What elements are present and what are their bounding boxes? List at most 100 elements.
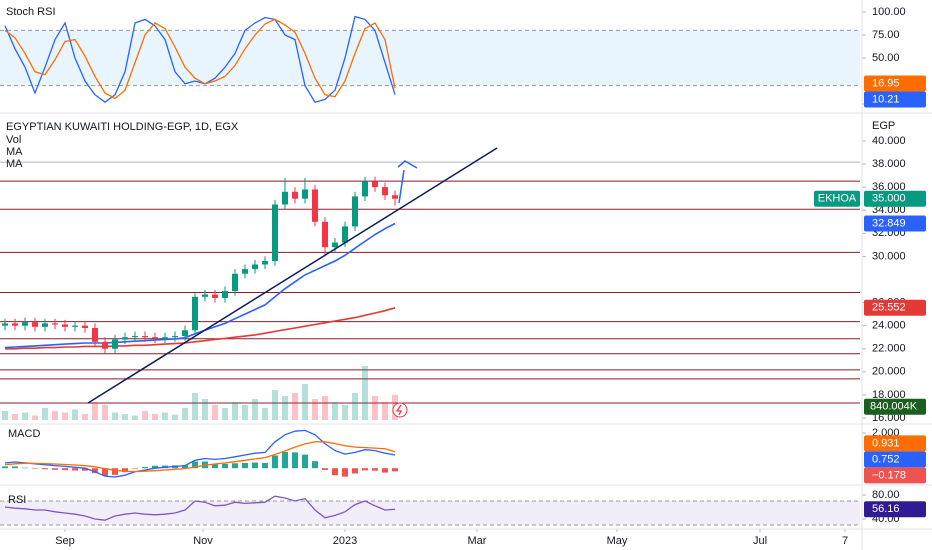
pane-title: Stoch RSI xyxy=(6,6,56,18)
histogram-bar xyxy=(112,468,118,475)
indicator-line xyxy=(4,18,396,100)
volume-bar xyxy=(12,414,18,420)
candle-body xyxy=(12,323,18,326)
price-tag-label: 16.95 xyxy=(872,77,900,89)
histogram-bar xyxy=(342,468,348,477)
candle-body xyxy=(372,181,378,188)
histogram-bar xyxy=(322,468,328,470)
price-tag xyxy=(864,435,926,452)
candle-body xyxy=(292,191,298,199)
histogram-bar xyxy=(372,468,378,471)
candle-body xyxy=(162,337,168,339)
y-tick-label: 22.000 xyxy=(872,343,906,355)
histogram-bar xyxy=(242,462,248,469)
histogram-bar xyxy=(262,462,268,469)
histogram-bar xyxy=(152,465,158,469)
candle-body xyxy=(32,322,38,327)
volume-bar xyxy=(202,399,208,420)
volume-bar xyxy=(42,408,48,420)
candle-body xyxy=(362,181,368,197)
histogram-bar xyxy=(22,467,28,469)
symbol-tag xyxy=(814,190,860,207)
price-tag xyxy=(864,398,926,415)
volume-bar xyxy=(122,414,128,420)
volume-bar xyxy=(332,402,338,420)
price-tag xyxy=(864,215,926,232)
macd-line xyxy=(4,429,396,478)
candle-body xyxy=(332,242,338,248)
histogram-bar xyxy=(212,463,218,469)
volume-bar xyxy=(232,402,238,420)
indicator-line xyxy=(4,495,396,521)
volume-bar xyxy=(312,399,318,420)
histogram-bar xyxy=(12,466,18,469)
volume-bar xyxy=(22,412,28,420)
y-tick-label: 75.00 xyxy=(872,29,900,41)
candle-body xyxy=(272,204,278,262)
indicator-label: MA xyxy=(6,158,23,170)
volume-bar xyxy=(92,402,98,420)
histogram-bar xyxy=(102,468,108,476)
candle-body xyxy=(202,294,208,297)
histogram-bar xyxy=(42,468,48,470)
histogram-bar xyxy=(72,468,78,471)
volume-bar xyxy=(302,384,308,420)
histogram-bar xyxy=(192,461,198,469)
histogram-bar xyxy=(82,468,88,471)
y-tick-label: 18.000 xyxy=(872,389,906,401)
symbol-tag-label: EKHOA xyxy=(818,193,857,205)
histogram-bar xyxy=(222,463,228,469)
moving-average xyxy=(5,307,396,350)
candle-body xyxy=(252,264,258,270)
projection-arrow xyxy=(397,160,418,204)
histogram-bar xyxy=(382,468,388,473)
price-tag-label: 32.849 xyxy=(872,217,906,229)
pane-title: RSI xyxy=(8,494,26,506)
histogram-bar xyxy=(132,468,138,469)
volume-bar xyxy=(342,405,348,420)
histogram-bar xyxy=(282,452,288,469)
price-tag-label: 56.16 xyxy=(872,503,900,515)
volume-bar xyxy=(242,405,248,420)
volume-bar xyxy=(112,412,118,420)
candle-body xyxy=(322,221,328,248)
x-tick-label: Mar xyxy=(468,535,487,547)
candle-body xyxy=(352,196,358,227)
histogram-bar xyxy=(292,452,298,469)
y-tick-label: 16.000 xyxy=(872,412,906,424)
pane-title: MACD xyxy=(8,428,40,440)
price-tag-label: 0.752 xyxy=(872,453,900,465)
candle-body xyxy=(262,261,268,265)
chart-title: EGYPTIAN KUWAITI HOLDING-EGP, 1D, EGX xyxy=(6,121,239,133)
histogram-bar xyxy=(362,468,368,471)
volume-bar xyxy=(212,405,218,420)
candle-body xyxy=(222,291,228,298)
currency-label: EGP xyxy=(872,120,895,132)
candle-body xyxy=(92,327,98,342)
volume-bar xyxy=(182,408,188,420)
candle-body xyxy=(22,322,28,326)
volume-bar xyxy=(72,409,78,420)
volume-bar xyxy=(222,408,228,420)
volume-bar xyxy=(252,399,258,420)
y-tick-label: 38.000 xyxy=(872,158,906,170)
histogram-bar xyxy=(142,466,148,469)
candle-body xyxy=(72,325,78,327)
x-tick-label: Sep xyxy=(55,535,75,547)
macd-line xyxy=(4,441,396,473)
event-icon-bolt xyxy=(395,404,403,416)
y-tick-label: 30.000 xyxy=(872,250,906,262)
histogram-bar xyxy=(62,468,68,471)
price-tag-label: 10.21 xyxy=(872,93,900,105)
price-tag xyxy=(864,75,926,92)
y-tick-label: 50.00 xyxy=(872,52,900,64)
indicator-band xyxy=(0,501,860,525)
histogram-bar xyxy=(272,455,278,469)
volume-bar xyxy=(282,396,288,420)
x-tick-label: 2023 xyxy=(333,535,357,547)
volume-bar xyxy=(52,411,58,420)
x-tick-label: May xyxy=(607,535,628,547)
event-icon[interactable] xyxy=(392,402,408,418)
candle-body xyxy=(302,189,308,199)
